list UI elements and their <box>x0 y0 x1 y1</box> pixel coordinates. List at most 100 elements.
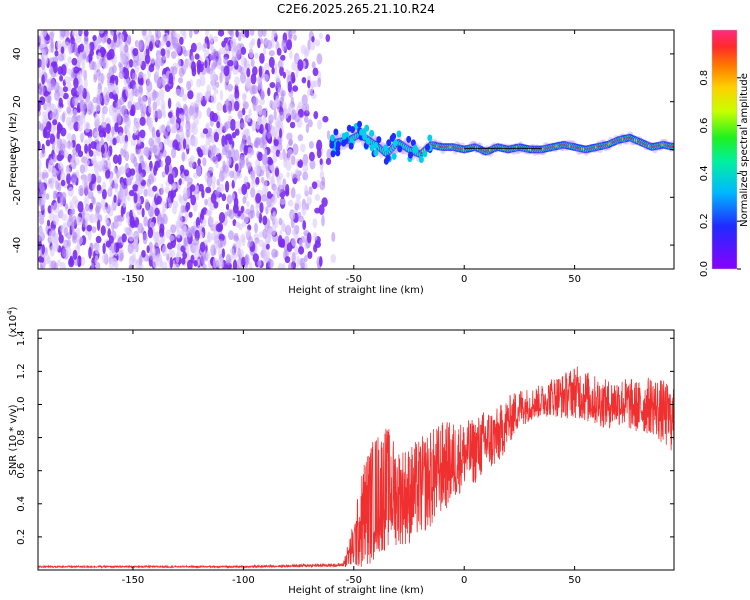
noise-blob <box>331 231 336 243</box>
noise-blob <box>210 36 214 43</box>
noise-blob <box>170 249 176 258</box>
noise-blob <box>234 100 240 112</box>
noise-blob <box>256 116 262 126</box>
noise-blob <box>321 197 328 208</box>
noise-blob <box>215 223 222 232</box>
noise-blob <box>216 101 223 112</box>
noise-blob <box>108 91 114 99</box>
noise-blob <box>148 104 153 114</box>
noise-blob <box>257 151 263 162</box>
noise-blob <box>161 171 166 178</box>
noise-blob <box>280 90 286 97</box>
noise-blob <box>224 211 228 219</box>
noise-blob <box>108 186 112 196</box>
noise-blob <box>243 144 248 156</box>
noise-blob <box>141 207 145 218</box>
noise-blob <box>218 212 226 224</box>
noise-blob <box>178 178 182 186</box>
noise-blob <box>300 143 306 153</box>
noise-blob <box>113 166 117 175</box>
noise-blob <box>271 224 277 236</box>
noise-blob <box>65 167 71 175</box>
noise-blob <box>209 52 215 61</box>
noise-blob <box>257 38 261 49</box>
noise-blob <box>138 172 144 183</box>
noise-blob <box>152 89 157 101</box>
noise-blob <box>312 232 318 241</box>
noise-blob <box>262 47 267 56</box>
noise-blob <box>138 40 145 52</box>
noise-blob <box>288 102 293 113</box>
noise-blob <box>227 60 234 67</box>
noise-blob <box>89 60 95 71</box>
noise-blob <box>238 223 243 231</box>
noise-blob <box>325 157 332 166</box>
noise-blob <box>301 262 305 269</box>
noise-blob <box>143 188 148 197</box>
noise-blob <box>260 88 265 101</box>
noise-blob <box>145 37 149 50</box>
noise-blob <box>293 34 297 41</box>
noise-blob <box>292 143 299 156</box>
noise-blob <box>267 87 271 97</box>
noise-blob <box>282 151 287 161</box>
noise-blob <box>193 251 200 259</box>
noise-blob <box>49 182 54 189</box>
noise-blob <box>214 147 220 155</box>
noise-blob <box>100 74 106 81</box>
noise-blob <box>127 242 134 254</box>
noise-blob <box>199 75 206 87</box>
noise-blob <box>190 42 197 53</box>
noise-blob <box>275 74 280 83</box>
y-tick-label: 0.4 <box>16 496 27 512</box>
noise-blob <box>71 114 78 124</box>
noise-blob <box>176 42 181 54</box>
noise-blob <box>225 180 230 193</box>
noise-blob <box>160 48 166 57</box>
noise-blob <box>266 195 273 208</box>
noise-blob <box>256 76 263 84</box>
noise-blob <box>112 154 119 164</box>
noise-blob <box>148 30 152 38</box>
noise-blob <box>49 112 56 120</box>
noise-blob <box>194 100 201 107</box>
noise-blob <box>167 97 172 109</box>
noise-blob <box>77 201 84 213</box>
noise-blob <box>241 66 248 75</box>
ridge-core <box>671 145 674 148</box>
noise-blob <box>252 66 258 76</box>
noise-blob <box>113 194 117 203</box>
x-tick-label: -150 <box>122 274 145 285</box>
noise-blob <box>250 204 255 214</box>
noise-blob <box>59 75 64 82</box>
noise-blob <box>143 73 147 84</box>
noise-blob <box>147 96 151 107</box>
noise-blob <box>154 239 161 247</box>
noise-blob <box>210 192 217 204</box>
noise-blob <box>182 63 189 70</box>
noise-blob <box>112 111 118 123</box>
noise-blob <box>136 209 142 216</box>
noise-blob <box>194 53 200 60</box>
noise-blob <box>94 212 98 224</box>
noise-blob <box>88 143 92 154</box>
noise-blob <box>100 121 107 129</box>
noise-blob <box>86 99 92 110</box>
noise-blob <box>110 257 117 265</box>
x-tick-label: -100 <box>232 274 255 285</box>
noise-blob <box>233 59 237 67</box>
noise-blob <box>308 151 315 162</box>
noise-blob <box>107 150 111 161</box>
noise-blob <box>207 231 211 243</box>
noise-blob <box>286 30 292 37</box>
noise-blob <box>50 167 57 176</box>
noise-blob <box>164 186 170 194</box>
noise-blob <box>224 100 231 107</box>
noise-blob <box>175 252 180 264</box>
noise-blob <box>284 256 291 264</box>
noise-blob <box>116 214 123 222</box>
noise-blob <box>196 165 202 177</box>
noise-blob <box>203 42 208 49</box>
noise-blob <box>212 181 216 191</box>
noise-blob <box>107 82 114 91</box>
